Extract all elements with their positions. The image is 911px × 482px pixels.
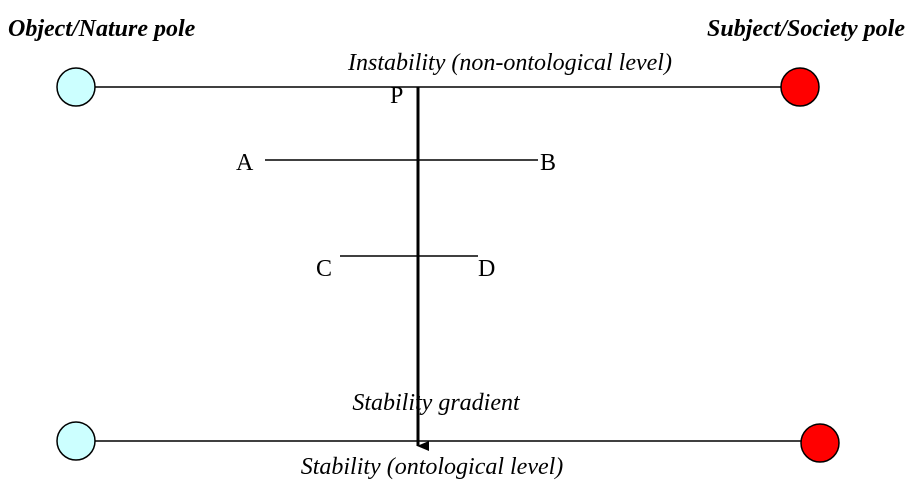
left-pole-bottom: [56, 421, 96, 461]
point-b: B: [540, 150, 556, 176]
left-pole-label: Object/Nature pole: [8, 16, 196, 42]
top-level-label: Instability (non-ontological level): [347, 50, 672, 76]
right-pole-top: [780, 67, 820, 107]
point-d: D: [478, 256, 495, 282]
gradient-label: Stability gradient: [352, 390, 521, 416]
bottom-level-label: Stability (ontological level): [301, 454, 564, 480]
right-pole-label: Subject/Society pole: [707, 16, 905, 42]
left-pole-top: [56, 67, 96, 107]
point-a: A: [236, 150, 254, 176]
right-pole-bottom: [800, 423, 840, 463]
point-c: C: [316, 256, 332, 282]
point-p: P: [390, 83, 403, 109]
